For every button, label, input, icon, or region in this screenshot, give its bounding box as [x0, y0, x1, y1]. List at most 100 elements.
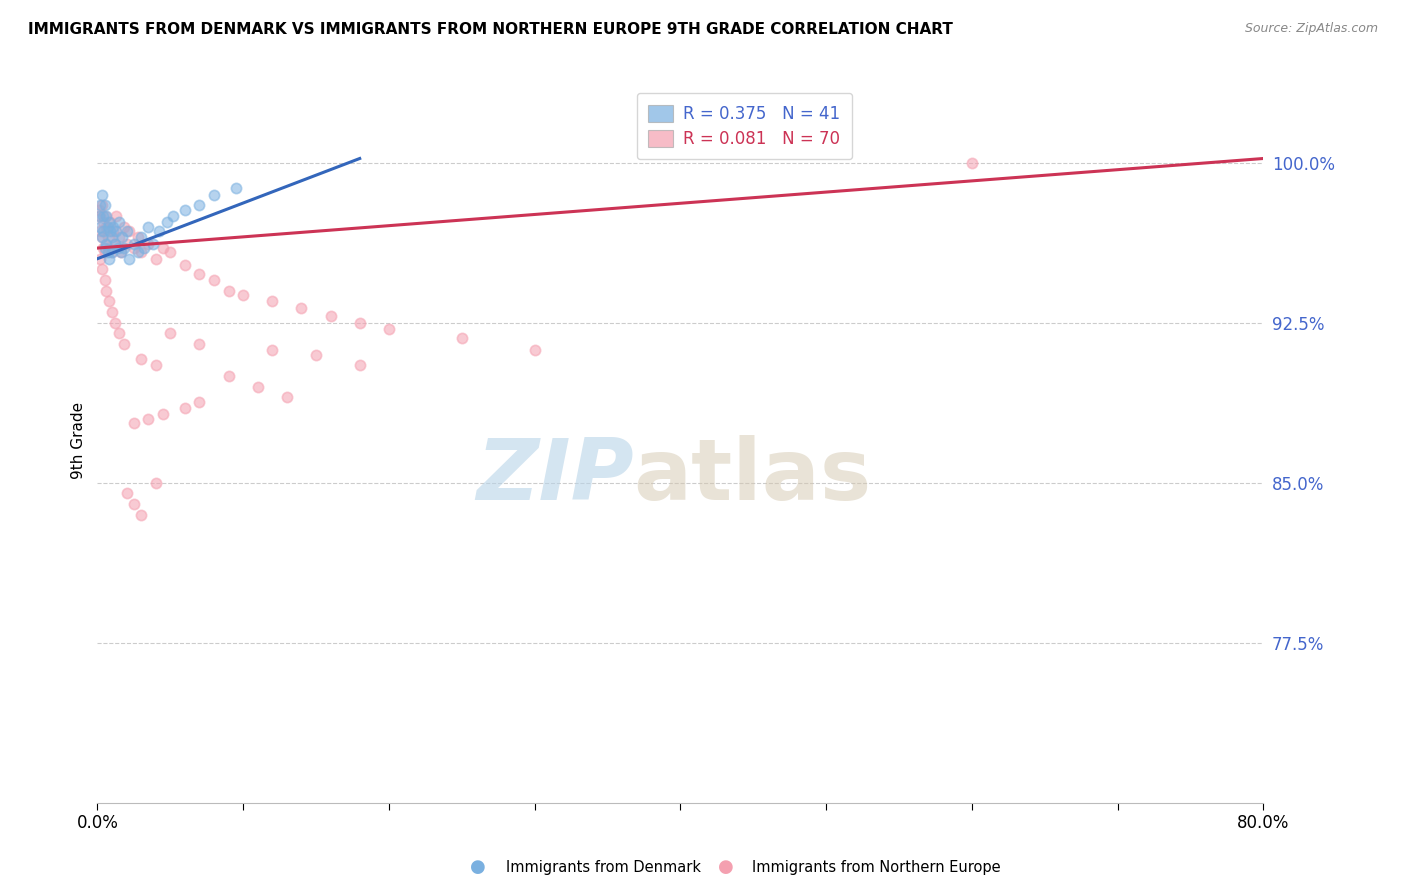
Point [100, 224, 122, 238]
Point [188, 198, 211, 212]
Point [112, 337, 135, 351]
Point [110, 245, 132, 260]
Text: Immigrants from Northern Europe: Immigrants from Northern Europe [752, 860, 1001, 874]
Point [111, 230, 134, 244]
Point [89, 224, 111, 238]
Point [349, 359, 371, 373]
Point [110, 245, 132, 260]
Point [89, 198, 111, 212]
Text: ●: ● [470, 858, 486, 876]
Point [276, 390, 298, 404]
Point [122, 497, 145, 511]
Point [115, 224, 138, 238]
Point [87, 202, 110, 217]
Point [148, 224, 170, 238]
Point [90, 187, 112, 202]
Point [91, 215, 114, 229]
Point [188, 337, 211, 351]
Point [96, 230, 118, 244]
Point [145, 359, 167, 373]
Point [152, 241, 174, 255]
Text: atlas: atlas [634, 434, 872, 517]
Point [523, 343, 546, 358]
Point [104, 316, 127, 330]
Point [98, 252, 121, 266]
Y-axis label: 9th Grade: 9th Grade [72, 401, 86, 479]
Point [101, 245, 124, 260]
Point [90, 230, 112, 244]
Point [105, 209, 128, 223]
Point [98, 241, 121, 255]
Point [173, 202, 195, 217]
Point [159, 326, 181, 341]
Point [93, 245, 115, 260]
Point [112, 241, 135, 255]
Point [246, 380, 269, 394]
Point [93, 209, 115, 223]
Point [118, 224, 141, 238]
Point [188, 394, 211, 409]
Text: Source: ZipAtlas.com: Source: ZipAtlas.com [1244, 22, 1378, 36]
Point [129, 230, 152, 244]
Point [202, 273, 225, 287]
Point [91, 224, 114, 238]
Point [232, 288, 254, 302]
Point [262, 294, 284, 309]
Point [218, 369, 240, 384]
Text: Immigrants from Denmark: Immigrants from Denmark [506, 860, 702, 874]
Point [127, 245, 149, 260]
Point [91, 241, 114, 255]
Point [159, 245, 181, 260]
Legend: R = 0.375   N = 41, R = 0.081   N = 70: R = 0.375 N = 41, R = 0.081 N = 70 [637, 93, 852, 160]
Point [122, 241, 145, 255]
Point [89, 252, 111, 266]
Point [290, 301, 312, 315]
Point [132, 241, 155, 255]
Point [103, 224, 125, 238]
Point [91, 209, 114, 223]
Point [262, 343, 284, 358]
Point [142, 236, 165, 251]
Text: ZIP: ZIP [477, 434, 634, 517]
Point [90, 230, 112, 244]
Point [104, 236, 127, 251]
Point [98, 215, 121, 229]
Point [138, 219, 160, 234]
Point [94, 236, 117, 251]
Point [90, 262, 112, 277]
Point [89, 209, 111, 223]
Point [218, 284, 240, 298]
Point [127, 230, 149, 244]
Point [122, 236, 145, 251]
Point [93, 273, 115, 287]
Point [100, 215, 122, 229]
Point [115, 236, 138, 251]
Point [960, 155, 983, 169]
Point [87, 209, 110, 223]
Point [138, 236, 160, 251]
Point [108, 215, 131, 229]
Point [188, 267, 211, 281]
Point [107, 241, 129, 255]
Point [98, 294, 121, 309]
Point [129, 245, 152, 260]
Point [93, 198, 115, 212]
Point [162, 209, 184, 223]
Point [450, 331, 472, 345]
Point [89, 219, 111, 234]
Point [145, 252, 167, 266]
Point [122, 416, 145, 430]
Point [101, 305, 124, 319]
Point [202, 187, 225, 202]
Point [152, 408, 174, 422]
Point [94, 284, 117, 298]
Point [94, 209, 117, 223]
Text: ●: ● [717, 858, 734, 876]
Point [378, 322, 401, 336]
Point [138, 411, 160, 425]
Point [115, 486, 138, 500]
Point [129, 351, 152, 366]
Point [108, 326, 131, 341]
Point [305, 348, 328, 362]
Text: IMMIGRANTS FROM DENMARK VS IMMIGRANTS FROM NORTHERN EUROPE 9TH GRADE CORRELATION: IMMIGRANTS FROM DENMARK VS IMMIGRANTS FR… [28, 22, 953, 37]
